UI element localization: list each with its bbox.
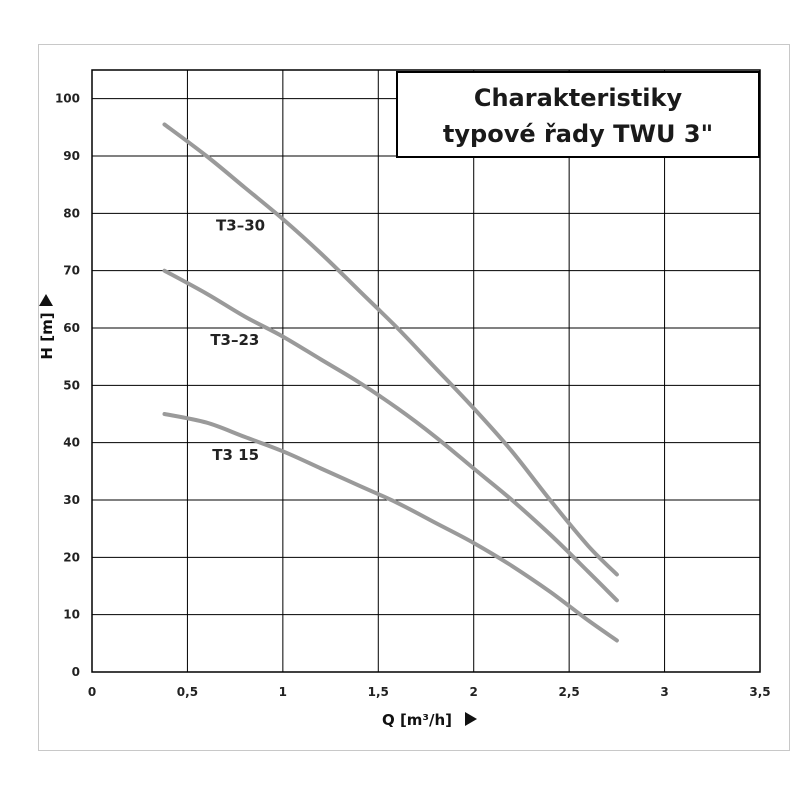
y-axis-label: H [m] [38,312,56,359]
x-tick-label: 0,5 [177,685,198,699]
y-tick-label: 90 [63,149,80,163]
title-box: Charakteristiky typové řady TWU 3" [396,71,760,158]
x-tick-label: 2 [470,685,478,699]
series-line-1 [162,268,619,603]
series-label-1: T3–23 [210,331,259,349]
x-tick-label: 3,5 [749,685,770,699]
y-axis-arrow-icon [39,294,53,306]
x-tick-label: 3 [660,685,668,699]
y-tick-label: 60 [63,321,80,335]
series-line-2 [162,412,619,643]
series-labels: T3–30 T3–23 T3 15 [210,217,265,464]
x-tick-label: 1 [279,685,287,699]
y-tick-label: 70 [63,264,80,278]
series-label-0: T3–30 [216,217,265,235]
y-tick-label: 50 [63,378,80,392]
y-tick-label: 0 [72,665,80,679]
x-tick-label: 2,5 [559,685,580,699]
y-axis-title: H [m] [38,294,56,360]
outer-frame [38,44,790,751]
plot-frame [91,69,761,673]
y-tick-label: 100 [55,92,80,106]
chart-title-line-1: Charakteristiky [474,84,683,112]
y-tick-label: 20 [63,550,80,564]
x-axis-arrow-icon [465,712,477,726]
x-axis-label: Q [m³/h] [382,711,452,729]
series-label-2: T3 15 [212,446,259,464]
grid [91,70,761,673]
y-tick-label: 30 [63,493,80,507]
y-tick-label: 40 [63,436,80,450]
y-tick-label: 10 [63,608,80,622]
x-axis-title: Q [m³/h] [382,711,477,729]
x-tick-label: 0 [88,685,96,699]
series-line-0 [162,122,619,577]
y-tick-label: 80 [63,206,80,220]
curves [162,122,619,643]
tick-labels: 0 0,5 1 1,5 2 2,5 3 3,5 0 10 20 30 40 50 60 70 80 90 100 [55,92,771,699]
x-tick-label: 1,5 [368,685,389,699]
chart-title-line-2: typové řady TWU 3" [443,120,713,148]
